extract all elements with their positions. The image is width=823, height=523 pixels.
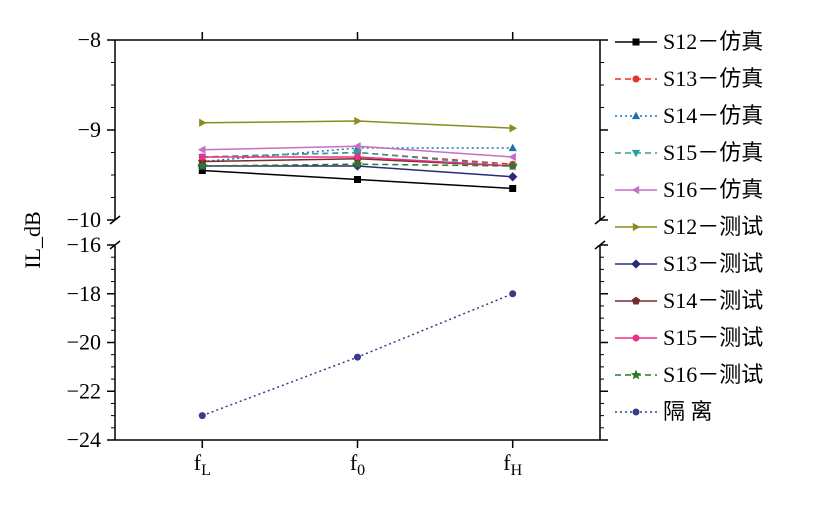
legend-item: S14－测试 [615, 288, 763, 313]
legend-item: S12－测试 [615, 214, 763, 239]
svg-text:−10: −10 [67, 207, 101, 232]
series-S12－测试 [199, 117, 517, 132]
legend-label: S16－测试 [663, 362, 763, 387]
legend-label: S15－测试 [663, 325, 763, 350]
svg-text:f0: f0 [350, 450, 365, 479]
svg-text:IL_dB: IL_dB [20, 211, 45, 268]
legend-label: S15－仿真 [663, 140, 763, 165]
legend-item: 隔 离 [615, 399, 713, 424]
legend-label: S13－仿真 [663, 66, 763, 91]
svg-text:−22: −22 [67, 378, 101, 403]
svg-text:−20: −20 [67, 330, 101, 355]
series-S12－仿真 [199, 167, 516, 192]
legend-item: S16－测试 [615, 362, 763, 387]
legend-label: S16－仿真 [663, 177, 763, 202]
legend-label: S14－仿真 [663, 103, 763, 128]
svg-text:−8: −8 [78, 27, 101, 52]
legend-item: S14－仿真 [615, 103, 763, 128]
svg-text:fH: fH [503, 450, 522, 479]
svg-text:−9: −9 [78, 117, 101, 142]
legend-item: S16－仿真 [615, 177, 763, 202]
legend-item: S12－仿真 [615, 29, 763, 54]
svg-text:−18: −18 [67, 281, 101, 306]
series-隔离 [199, 290, 516, 419]
legend-item: S15－仿真 [615, 140, 763, 165]
svg-text:fL: fL [194, 450, 211, 479]
legend-item: S13－测试 [615, 251, 763, 276]
chart-container: −8 −9 −10−16 −18 −20 −22 −24 fL f0 fH IL_dB S12－仿真 S… [20, 20, 803, 503]
legend-label: S12－测试 [663, 214, 763, 239]
legend-label: S13－测试 [663, 251, 763, 276]
legend-label: S12－仿真 [663, 29, 763, 54]
legend-item: S15－测试 [615, 325, 763, 350]
svg-text:−24: −24 [67, 427, 101, 452]
line-chart: −8 −9 −10−16 −18 −20 −22 −24 fL f0 fH IL_dB S12－仿真 S… [20, 20, 803, 503]
legend-label: S14－测试 [663, 288, 763, 313]
legend-item: S13－仿真 [615, 66, 763, 91]
legend-label: 隔 离 [663, 399, 713, 424]
svg-text:−16: −16 [67, 232, 101, 257]
